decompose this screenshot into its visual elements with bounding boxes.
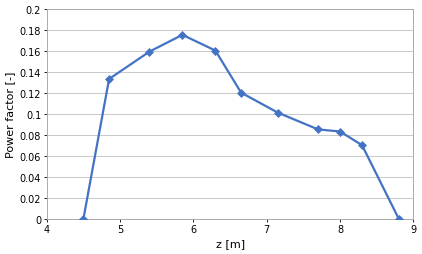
X-axis label: z [m]: z [m] (216, 239, 245, 248)
Y-axis label: Power factor [-]: Power factor [-] (5, 71, 16, 157)
